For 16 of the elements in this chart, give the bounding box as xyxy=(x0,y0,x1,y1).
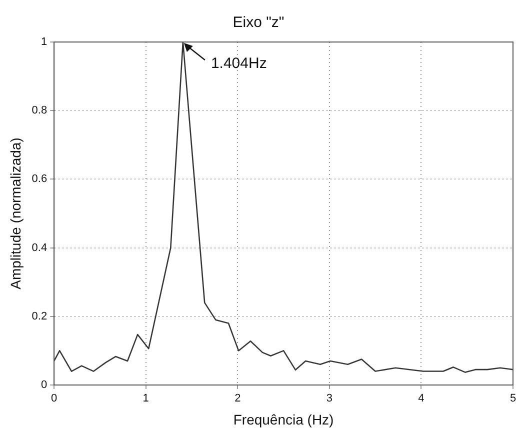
y-tick-label: 1 xyxy=(40,36,48,48)
x-tick-label: 4 xyxy=(418,392,424,405)
y-tick-label: 0.8 xyxy=(32,104,48,117)
x-tick-label: 1 xyxy=(142,392,149,405)
y-tick-label: 0.4 xyxy=(32,242,48,254)
chart-title: Eixo "z" xyxy=(232,14,284,32)
x-tick-label: 5 xyxy=(510,392,516,405)
annotation: 1.404Hz xyxy=(210,55,267,72)
y-tick-label: 0.6 xyxy=(32,173,48,186)
x-tick-label: 2 xyxy=(234,392,241,405)
y-tick-label: 0.2 xyxy=(32,310,48,322)
x-axis-title: Frequência (Hz) xyxy=(233,411,334,428)
x-tick-label: 0 xyxy=(51,392,58,405)
x-tick-label: 3 xyxy=(326,392,332,405)
y-tick-label: 0 xyxy=(40,379,48,392)
y-axis-title: Amplitude (normalizada) xyxy=(7,138,24,290)
